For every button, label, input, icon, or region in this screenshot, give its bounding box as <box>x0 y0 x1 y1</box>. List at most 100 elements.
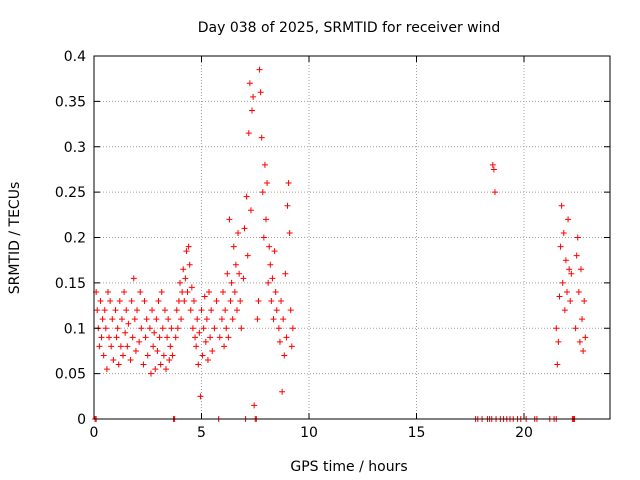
data-point <box>199 352 206 359</box>
x-tick-label: 10 <box>300 425 318 441</box>
data-point <box>180 266 187 273</box>
data-point <box>132 347 139 354</box>
data-point <box>186 261 193 268</box>
data-point <box>208 307 215 314</box>
data-point <box>104 288 111 295</box>
data-point <box>193 343 200 350</box>
data-point <box>189 325 196 332</box>
data-point <box>213 298 220 305</box>
data-point <box>257 89 264 96</box>
y-tick-label: 0.15 <box>55 276 86 292</box>
data-point <box>123 307 130 314</box>
data-point <box>118 316 125 323</box>
data-point <box>558 202 565 209</box>
data-point <box>275 325 282 332</box>
data-point <box>261 161 268 168</box>
data-point <box>130 275 137 282</box>
data-point <box>116 298 123 305</box>
data-point <box>106 334 113 341</box>
data-point <box>207 334 214 341</box>
grid-lines <box>94 56 610 419</box>
data-point <box>101 307 108 314</box>
data-point <box>167 343 174 350</box>
data-point <box>113 334 120 341</box>
data-point <box>122 329 129 336</box>
data-point <box>268 298 275 305</box>
data-point <box>227 298 234 305</box>
data-point <box>581 298 588 305</box>
y-tick-label: 0.3 <box>64 140 86 156</box>
data-point <box>187 307 194 314</box>
data-point <box>491 189 498 196</box>
x-tick-label: 0 <box>90 425 99 441</box>
data-point <box>156 334 163 341</box>
data-point <box>287 307 294 314</box>
data-point <box>224 270 231 277</box>
x-tick-label: 20 <box>515 425 533 441</box>
data-point <box>263 216 269 223</box>
data-point <box>175 298 182 305</box>
data-point <box>152 366 159 373</box>
data-point <box>278 298 285 305</box>
data-point <box>172 334 179 341</box>
data-point <box>553 325 560 332</box>
data-point <box>561 307 568 314</box>
data-point <box>573 252 580 259</box>
data-point <box>161 307 168 314</box>
data-point <box>222 307 229 314</box>
axis-ticks <box>93 55 610 420</box>
data-point <box>196 329 203 336</box>
data-point <box>251 402 258 409</box>
data-point <box>169 352 176 359</box>
data-point <box>225 334 232 341</box>
data-point <box>185 243 192 250</box>
data-point <box>247 207 254 214</box>
data-point <box>246 80 253 87</box>
data-point <box>138 325 145 332</box>
data-point <box>204 357 211 364</box>
data-point <box>179 288 186 295</box>
data-point <box>276 338 283 345</box>
data-point <box>211 325 218 332</box>
data-point <box>168 325 175 332</box>
data-point <box>490 166 497 173</box>
data-point <box>229 316 236 323</box>
data-point <box>182 275 189 282</box>
data-point <box>184 288 191 295</box>
data-point <box>555 338 562 345</box>
data-point <box>284 202 291 209</box>
data-point <box>131 316 138 323</box>
data-point <box>271 248 278 255</box>
y-tick-label: 0.1 <box>64 321 86 337</box>
data-point <box>154 347 161 354</box>
data-point <box>235 229 242 236</box>
data-point <box>125 320 132 327</box>
data-point <box>147 370 154 377</box>
data-point <box>288 343 295 350</box>
data-point <box>143 316 150 323</box>
data-point <box>566 266 573 273</box>
data-point <box>233 307 240 314</box>
data-point <box>158 288 165 295</box>
data-point <box>108 343 115 350</box>
data-point <box>197 393 204 400</box>
data-point <box>194 316 201 323</box>
data-point <box>579 316 586 323</box>
data-point <box>141 298 148 305</box>
data-point <box>129 334 136 341</box>
data-point <box>100 352 107 359</box>
data-points <box>92 66 589 422</box>
data-point <box>236 270 243 277</box>
data-point <box>114 325 121 332</box>
y-axis-label: SRMTID / TECUs <box>7 182 23 295</box>
data-point <box>98 334 105 341</box>
data-point <box>258 134 265 141</box>
data-point <box>160 352 167 359</box>
data-point <box>574 234 581 241</box>
data-point <box>279 388 286 395</box>
data-point <box>223 325 230 332</box>
chart-title: Day 038 of 2025, SRMTID for receiver win… <box>198 20 501 36</box>
data-point <box>580 347 587 354</box>
data-point <box>254 316 261 323</box>
data-point <box>178 316 185 323</box>
